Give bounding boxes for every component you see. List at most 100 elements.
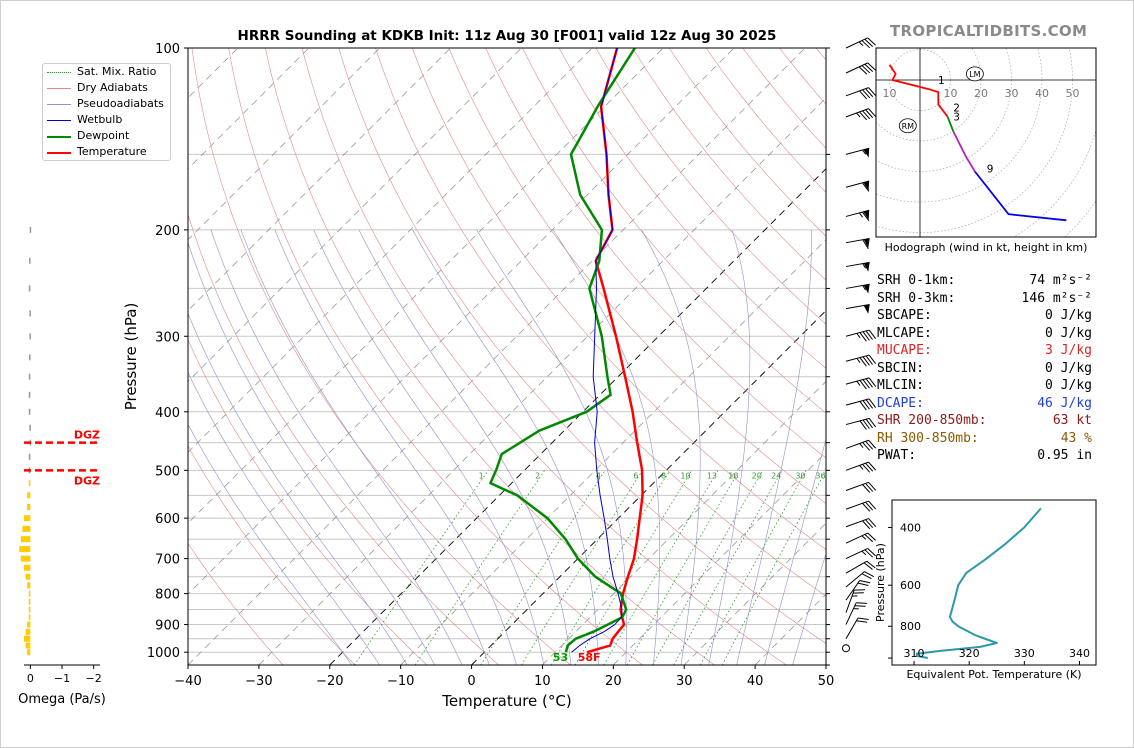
legend-entry: Dry Adiabats xyxy=(43,80,170,96)
dry-adiabat xyxy=(375,48,826,597)
barb-staff xyxy=(845,589,855,613)
theta-e-tick-label: 340 xyxy=(1069,647,1090,660)
omega-bar xyxy=(28,453,31,460)
barb-half xyxy=(856,380,861,386)
barb-staff xyxy=(845,354,870,362)
barb-staff xyxy=(845,481,869,491)
isotherm-line xyxy=(471,309,826,665)
isotherm-line xyxy=(613,451,826,665)
barb-full xyxy=(862,484,871,493)
stat-value: 63 kt xyxy=(1052,413,1092,428)
omega-bar xyxy=(28,408,31,415)
wind-barb xyxy=(845,147,870,158)
hodo-ring-label: 30 xyxy=(1005,87,1019,100)
barb-staff xyxy=(845,461,869,471)
barb-staff xyxy=(845,329,870,337)
surface-temp-label: 58F xyxy=(578,651,601,664)
barb-full xyxy=(868,398,877,408)
barb-full xyxy=(867,62,876,71)
barb-full xyxy=(859,420,867,430)
isotherm-line xyxy=(188,48,522,382)
mix-ratio-line xyxy=(414,470,546,665)
legend-label: Dry Adiabats xyxy=(77,81,148,94)
theta-e-y-tick-label: 600 xyxy=(900,579,921,592)
dry-adiabat xyxy=(448,48,826,504)
barb-full xyxy=(859,332,867,342)
stat-label: SRH 0-3km: xyxy=(877,290,956,306)
stat-row: PWAT: 0.95 in xyxy=(877,447,1092,465)
barb-half xyxy=(861,550,867,556)
stat-row: SBCIN: 0 J/kg xyxy=(877,360,1092,378)
barb-full xyxy=(857,582,869,587)
barb-full xyxy=(862,239,869,250)
barb-half xyxy=(852,595,858,597)
barb-full xyxy=(857,617,869,620)
stat-value: 0 J/kg xyxy=(1045,378,1092,393)
barb-staff xyxy=(845,417,870,426)
mix-ratio-line xyxy=(353,470,489,665)
isotherm-line xyxy=(258,97,826,665)
barb-full xyxy=(864,549,874,558)
barb-full xyxy=(865,501,874,511)
stats-panel: SRH 0-1km: 74 m²s⁻² SRH 0-3km: 146 m²s⁻² SBC… xyxy=(877,272,1092,465)
barb-full xyxy=(863,562,873,570)
barb-full xyxy=(854,589,865,591)
omega-bar xyxy=(29,226,32,233)
pseudoadiabat xyxy=(553,229,660,665)
stat-value: 146 m²s⁻² xyxy=(1021,290,1092,306)
x-tick-label: 30 xyxy=(676,674,693,689)
barb-full xyxy=(862,520,871,530)
barb-half xyxy=(859,465,864,470)
omega-bar xyxy=(20,555,31,562)
series-dewpoint xyxy=(489,48,636,653)
legend-swatch xyxy=(47,88,71,89)
barb-staff xyxy=(845,617,859,639)
barb-full xyxy=(865,355,873,365)
wind-barb xyxy=(845,108,877,121)
wind-barb xyxy=(845,617,869,639)
omega-bar xyxy=(28,285,31,292)
y-axis-label: Pressure (hPa) xyxy=(122,303,140,411)
barb-half xyxy=(858,41,864,46)
omega-bar xyxy=(29,333,31,340)
mix-ratio-label: 36 xyxy=(815,472,825,481)
pseudoadiabat xyxy=(210,229,463,665)
legend-swatch xyxy=(47,152,71,154)
wind-barb xyxy=(845,417,877,430)
hodograph-plot: 10102030405012393RMLM xyxy=(876,48,1096,237)
barb-full xyxy=(859,90,868,100)
barb-full xyxy=(853,592,864,594)
barb-staff xyxy=(845,377,870,385)
barb-full xyxy=(865,462,874,472)
stat-value: 3 J/kg xyxy=(1045,343,1092,358)
y-tick-label: 400 xyxy=(155,406,180,421)
wind-barb xyxy=(845,571,875,588)
legend-label: Dewpoint xyxy=(77,129,130,142)
dry-adiabat xyxy=(522,48,826,414)
legend-entry: Sat. Mix. Ratio xyxy=(43,64,170,80)
omega-bar xyxy=(28,598,31,605)
barb-full xyxy=(867,532,876,541)
omega-tick-label: −2 xyxy=(86,672,102,685)
storm-motion-label: RM xyxy=(902,122,915,131)
stat-row: SRH 0-3km: 146 m²s⁻² xyxy=(877,290,1092,308)
theta-e-line xyxy=(915,507,1042,659)
wind-barb xyxy=(845,518,877,530)
barb-staff xyxy=(845,500,869,510)
barb-staff xyxy=(845,548,868,560)
pseudoadiabat xyxy=(188,241,435,665)
wind-barb xyxy=(845,303,870,314)
barb-flag xyxy=(863,284,870,294)
y-tick-label: 300 xyxy=(155,330,180,345)
barb-staff xyxy=(845,571,865,588)
legend-label: Wetbulb xyxy=(77,113,123,126)
barb-full xyxy=(862,89,871,99)
series-temperature xyxy=(586,48,644,654)
barb-full xyxy=(865,418,873,429)
wind-barb xyxy=(845,87,877,100)
wind-barb xyxy=(845,398,877,411)
y-tick-label: 700 xyxy=(155,553,180,568)
barb-full xyxy=(867,37,876,46)
wind-barb xyxy=(845,589,865,613)
